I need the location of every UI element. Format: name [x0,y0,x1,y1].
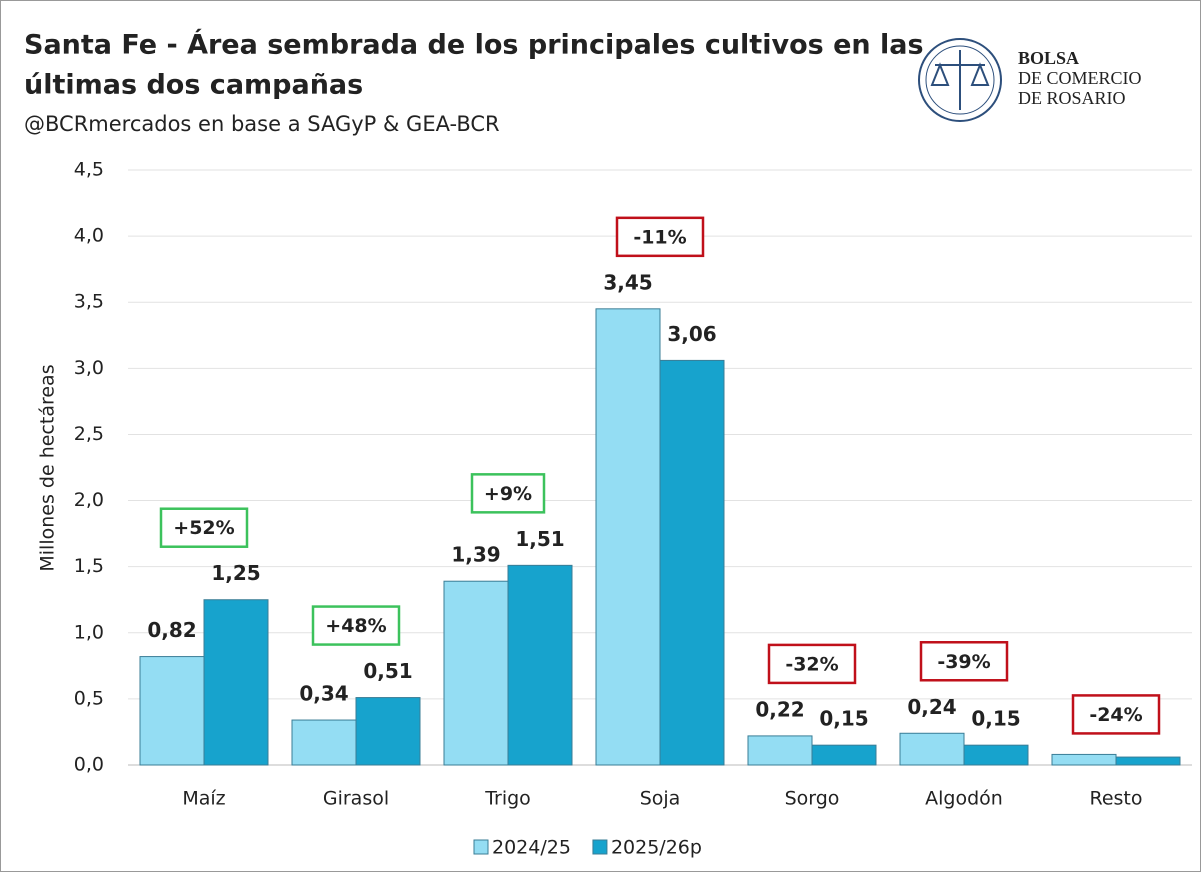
bar [1051,753,1117,766]
y-tick-label: 0,5 [74,687,104,709]
x-tick-label: Resto [1089,788,1142,810]
y-tick-label: 2,5 [74,423,104,445]
value-label: 0,82 [147,618,196,642]
x-tick-label: Soja [640,788,681,810]
x-tick-label: Sorgo [785,788,840,810]
x-tick-label: Algodón [925,788,1003,810]
change-box [919,641,1009,682]
chart-title: últimas dos campañas [24,70,363,101]
bar [659,359,725,766]
change-label: -39% [937,651,990,673]
value-label: 0,15 [971,707,1020,731]
bar [203,599,269,766]
logo-text: DE ROSARIO [1018,88,1126,108]
y-tick-label: 4,5 [74,159,104,181]
bar [1115,756,1181,766]
bar [443,580,509,766]
value-label: 3,06 [667,322,716,346]
y-tick-label: 3,0 [74,357,104,379]
bar [355,697,421,766]
x-tick-label: Girasol [323,788,389,810]
change-box [767,643,857,685]
logo-text: DE COMERCIO [1018,68,1142,88]
change-box [470,473,546,514]
logo-emblem [930,50,990,110]
y-tick-label: 2,0 [74,489,104,511]
bar [507,564,573,766]
change-box [1071,694,1161,735]
bar [291,719,357,766]
subtitle: @BCRmercados en base a SAGyP & GEA-BCR [24,112,500,136]
change-box [615,216,705,258]
y-axis-label: Millones de hectáreas [37,364,59,571]
bar [963,744,1029,766]
y-tick-label: 4,0 [74,225,104,247]
value-label: 1,51 [515,527,564,551]
x-tick-label: Trigo [484,788,531,810]
change-label: -11% [633,226,686,248]
bar [811,744,877,766]
change-label: +52% [173,517,234,539]
value-label: 0,51 [363,659,412,683]
x-tick-label: Maíz [182,788,225,810]
change-box [159,507,249,548]
bar [747,735,813,766]
chart-title: Santa Fe - Área sembrada de los principa… [24,29,924,61]
legend-label: 2024/25 [492,837,571,859]
value-label: 0,22 [755,697,804,721]
bar [139,656,205,766]
legend-label: 2025/26p [611,837,702,859]
change-label: -24% [1089,704,1142,726]
y-tick-label: 3,5 [74,291,104,313]
change-label: -32% [785,653,838,675]
y-tick-label: 1,0 [74,621,104,643]
value-label: 0,15 [819,707,868,731]
bar [899,732,965,766]
logo-text: BOLSA [1018,48,1079,68]
change-label: +9% [484,483,532,505]
bar [595,308,661,766]
value-label: 0,34 [299,682,348,706]
change-box [311,605,401,646]
y-tick-label: 1,5 [74,555,104,577]
value-label: 1,39 [451,543,500,567]
change-label: +48% [325,615,386,637]
logo-ring [925,45,995,115]
y-tick-label: 0,0 [74,754,104,776]
logo-ring [918,38,1002,122]
value-label: 3,45 [603,270,652,294]
logo: BOLSA DE COMERCIO DE ROSARIO [918,38,1142,122]
legend-swatch [592,839,608,855]
value-label: 1,25 [211,561,260,585]
legend-swatch [473,839,489,855]
value-label: 0,24 [907,695,956,719]
